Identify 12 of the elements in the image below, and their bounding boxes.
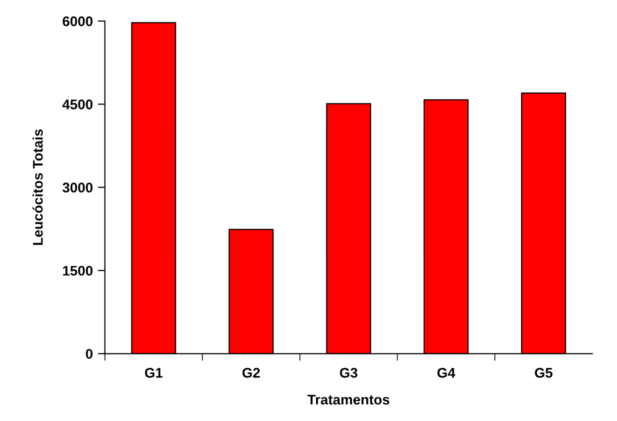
y-tick-label: 4500 [62,100,93,110]
y-tick-label: 3000 [62,182,93,193]
y-tick-label: 6000 [62,16,93,26]
x-tick-label: G4 [437,368,456,378]
y-tick-label: 1500 [63,266,93,276]
x-tick-label: G5 [534,368,552,378]
y-axis-title: Leucócitos Totais [32,129,43,245]
x-tick-label: G1 [144,368,163,378]
x-tick-label: G2 [242,368,260,378]
x-tick-label: G3 [340,368,358,378]
x-axis-title: Tratamentos [307,394,390,405]
y-tick-label: 0 [86,348,93,359]
